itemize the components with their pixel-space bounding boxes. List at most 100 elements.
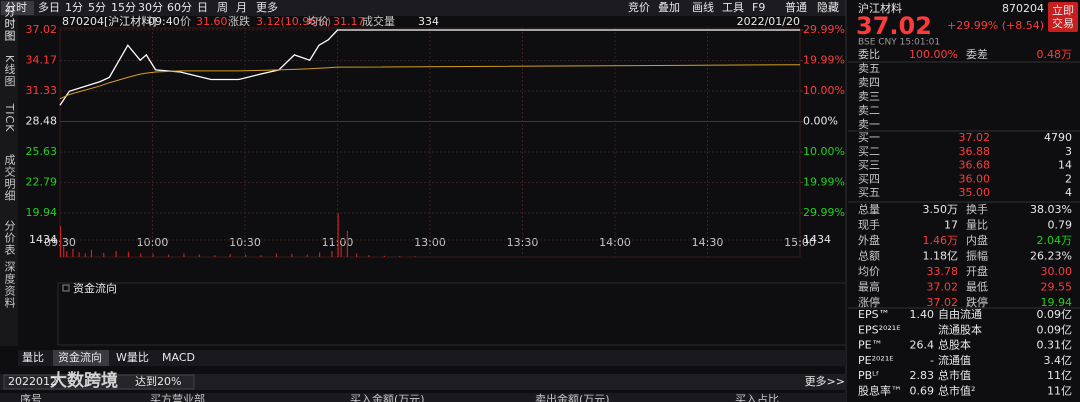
y2-tick-label: 29.99% — [803, 23, 845, 36]
bottom-tab[interactable]: 资金流向 — [58, 350, 102, 364]
volume-bar — [90, 249, 93, 257]
label: 开盘 — [966, 264, 988, 278]
buy-price: 36.00 — [959, 172, 991, 185]
label: 最高 — [858, 280, 880, 294]
volume-bar — [84, 253, 86, 257]
label: 振幅 — [966, 249, 988, 263]
label: 37.02 — [927, 281, 959, 294]
toolbar-tab[interactable]: 周 — [217, 1, 228, 14]
side-tab[interactable]: 分价表 — [3, 220, 16, 256]
label: 自由流通 — [938, 307, 982, 321]
toolbar-button[interactable]: 普通 — [785, 0, 807, 14]
more-link[interactable]: 更多>> — [805, 374, 845, 388]
x-tick-label: 15:00 — [784, 236, 816, 249]
stock-change: +29.99% (+8.54) — [947, 19, 1044, 32]
buy-volume: 4 — [1065, 186, 1072, 199]
volume-tick-label: 1434 — [29, 233, 57, 246]
volume-bar — [414, 256, 416, 257]
toolbar-tab[interactable]: 1分 — [65, 1, 83, 14]
stock-code: 870204 — [1002, 2, 1044, 15]
bottom-tab[interactable]: W量比 — [116, 351, 149, 364]
toolbar-tab[interactable]: 月 — [236, 1, 247, 14]
label: 总额 — [858, 249, 880, 263]
side-tab[interactable]: 成交明细 — [3, 154, 16, 202]
toolbar-tab[interactable]: 15分 — [111, 1, 136, 14]
label: 2022/01/20 — [737, 15, 800, 28]
side-bar — [0, 16, 18, 346]
toolbar-button[interactable]: F9 — [752, 1, 765, 14]
label: 37.02 — [927, 296, 959, 309]
label: 0.09亿 — [1037, 308, 1073, 321]
volume-bar — [291, 254, 293, 257]
label: 总市值² — [938, 384, 975, 398]
toolbar-bg — [0, 0, 846, 16]
toolbar-button[interactable]: 工具 — [722, 1, 744, 14]
toolbar-button[interactable]: 竞价 — [628, 0, 650, 14]
y-tick-label: 22.79 — [26, 175, 58, 188]
label: 17 — [944, 219, 958, 232]
bottom-tab[interactable]: MACD — [162, 351, 195, 364]
toolbar-tab[interactable]: 5分 — [88, 1, 106, 14]
market-info: BSE CNY 15:01:01 — [858, 38, 940, 48]
table-header: 买方营业部 — [150, 392, 205, 402]
volume-bar — [183, 253, 185, 257]
filter-bar — [0, 374, 846, 390]
y-tick-label: 25.63 — [26, 145, 58, 158]
label: 跌停 — [966, 295, 988, 309]
volume-bar — [306, 254, 308, 257]
dropdown[interactable] — [3, 374, 195, 390]
label: 1.40 — [910, 308, 935, 321]
bottom-tab[interactable]: 量比 — [22, 351, 44, 364]
label: 委比 — [858, 48, 880, 61]
sell-label: 卖五 — [858, 62, 880, 75]
label: 09:40 — [148, 15, 180, 28]
label: 3.4亿 — [1044, 354, 1073, 367]
y2-tick-label: 19.99% — [803, 175, 845, 188]
label: 最低 — [966, 281, 988, 294]
label: 0.79 — [1048, 219, 1073, 232]
toolbar-button[interactable]: 画线 — [692, 0, 714, 14]
label: 1.18亿 — [923, 250, 959, 263]
label: PBᴸᶠ — [858, 369, 879, 382]
table-header: 序号 — [20, 392, 42, 402]
buy-label: 买五 — [858, 186, 880, 199]
sell-label: 卖四 — [858, 76, 880, 89]
side-tab[interactable]: 分时图 — [3, 6, 16, 42]
trade-button[interactable] — [1048, 2, 1078, 32]
toolbar-tab[interactable]: 多日 — [38, 0, 60, 14]
table-header: 买入金额(万元) — [350, 392, 425, 402]
trade-button-text[interactable]: 交易 — [1052, 16, 1074, 30]
toolbar-tab[interactable]: 日 — [197, 1, 208, 14]
buy-volume: 14 — [1058, 159, 1072, 172]
label: 0.69 — [910, 385, 935, 398]
label: 总股本 — [938, 338, 971, 352]
volume-bar — [340, 246, 342, 257]
volume-bar — [331, 251, 333, 257]
volume-bar — [66, 251, 68, 257]
volume-bar — [356, 253, 358, 257]
label: 1.46万 — [923, 234, 959, 247]
toolbar-tab[interactable]: 60分 — [167, 1, 192, 14]
y2-tick-label: 10.00% — [803, 84, 845, 97]
side-tab[interactable]: K线图 — [3, 55, 16, 87]
label: 均价 — [858, 265, 880, 278]
trade-button-text[interactable]: 立即 — [1052, 3, 1074, 17]
label: 26.4 — [910, 339, 935, 352]
label: 38.03% — [1030, 203, 1072, 216]
volume-bar — [127, 251, 130, 257]
label: 成交量 — [362, 14, 395, 28]
side-tab[interactable]: TICK — [3, 103, 16, 133]
toolbar-tab[interactable]: 分时 — [5, 1, 27, 14]
toolbar-button[interactable]: 隐藏 — [817, 1, 839, 14]
sell-label: 卖一 — [858, 118, 880, 131]
label: 11亿 — [1047, 369, 1072, 382]
volume-bar — [167, 254, 170, 257]
toolbar-tab[interactable]: 更多 — [256, 0, 278, 14]
toolbar-tab[interactable]: 30分 — [138, 1, 163, 14]
toolbar-button[interactable]: 叠加 — [658, 1, 680, 14]
x-tick-label: 10:30 — [229, 236, 261, 249]
side-tab[interactable]: 深度资料 — [3, 261, 16, 309]
label: PE²⁰²¹ᴱ — [858, 354, 894, 367]
y2-tick-label: 10.00% — [803, 145, 845, 158]
